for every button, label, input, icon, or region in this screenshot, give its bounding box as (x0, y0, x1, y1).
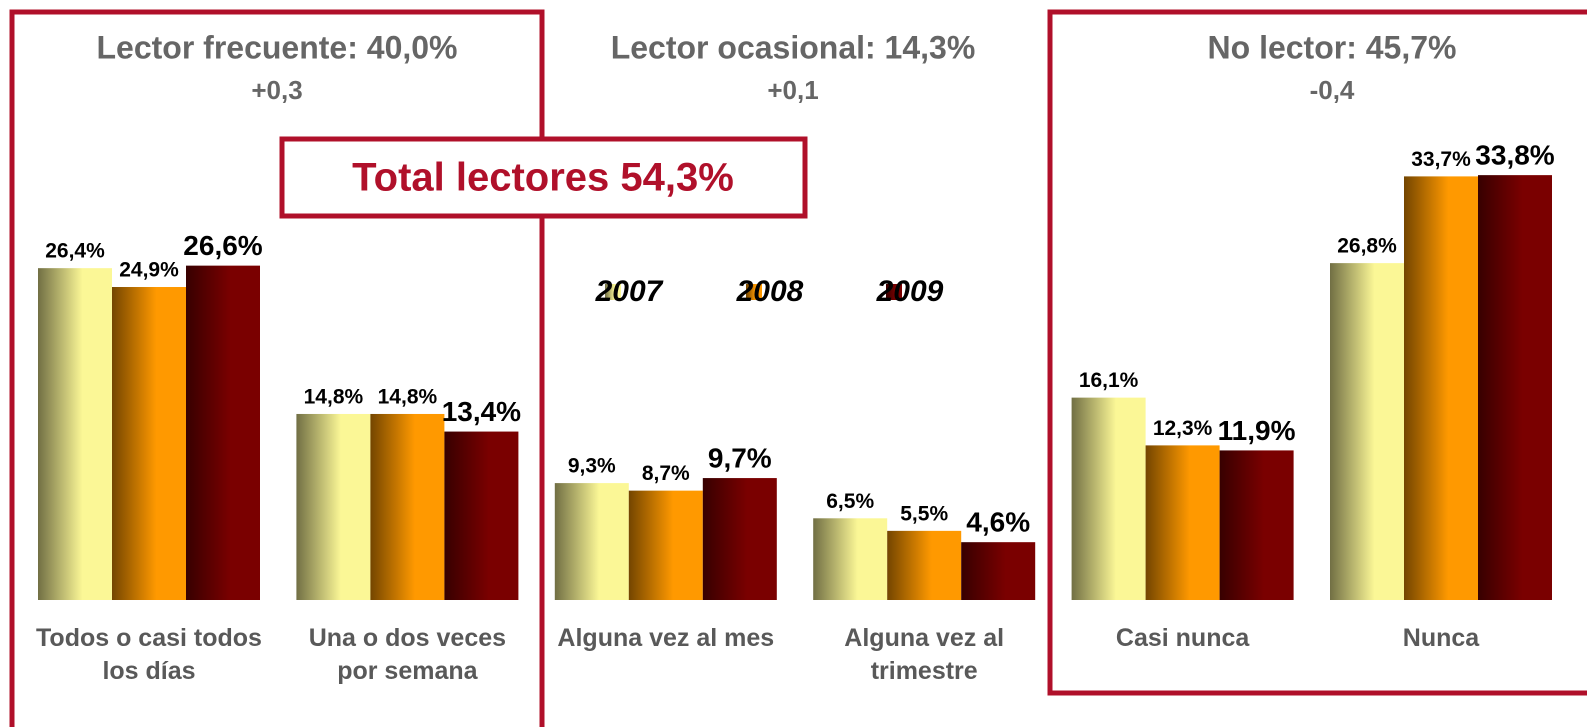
value-label: 33,8% (1475, 140, 1554, 171)
value-label: 14,8% (378, 386, 438, 409)
value-label: 6,5% (826, 490, 874, 513)
value-label: 12,3% (1153, 417, 1213, 440)
bar (628, 490, 703, 600)
bar (1330, 263, 1404, 600)
group-title: Lector ocasional: 14,3% (611, 29, 976, 65)
group-title: No lector: 45,7% (1208, 29, 1457, 65)
bar (186, 265, 260, 600)
x-tick-label: Nunca (1402, 624, 1480, 652)
total-label: Total lectores 54,3% (352, 156, 734, 200)
bar (444, 431, 519, 600)
bar (702, 478, 777, 600)
value-label: 4,6% (966, 507, 1030, 538)
x-tick-label: Alguna vez al mes (557, 624, 775, 652)
x-tick-label: Una o dos veces por semana (308, 624, 507, 685)
legend-swatch (605, 284, 621, 300)
bar (1071, 397, 1146, 600)
value-label: 16,1% (1079, 369, 1139, 392)
value-label: 8,7% (642, 462, 690, 485)
total-box (279, 136, 808, 219)
bar (887, 530, 962, 600)
legend-swatch (886, 284, 902, 300)
value-label: 13,4% (442, 396, 521, 427)
bar (554, 483, 629, 600)
value-label: 9,7% (708, 442, 772, 473)
bar (1404, 176, 1478, 601)
value-label: 24,9% (119, 259, 179, 282)
bar (296, 413, 371, 600)
legend-swatch (746, 284, 762, 300)
bar (1219, 450, 1294, 600)
bar (1145, 445, 1220, 600)
x-tick-label: Alguna vez al trimestre (844, 624, 1005, 685)
value-label: 33,7% (1411, 148, 1471, 171)
group-change: +0,1 (767, 75, 818, 105)
value-label: 9,3% (568, 455, 616, 478)
frame (1047, 9, 1587, 696)
x-tick-label: Todos o casi todos los días (36, 624, 262, 685)
bar (1478, 175, 1552, 600)
group-title: Lector frecuente: 40,0% (96, 29, 457, 65)
bar (961, 542, 1036, 600)
bar (370, 413, 445, 600)
value-label: 26,4% (45, 240, 105, 263)
frame (9, 9, 545, 727)
legend-label: 2007 (595, 275, 664, 308)
group-change: -0,4 (1310, 75, 1355, 105)
value-label: 5,5% (900, 502, 948, 525)
value-label: 26,6% (183, 230, 262, 261)
value-label: 26,8% (1337, 235, 1397, 258)
value-label: 14,8% (304, 386, 364, 409)
bar (112, 287, 186, 600)
legend-label: 2008 (736, 275, 804, 308)
group-change: +0,3 (251, 75, 302, 105)
value-label: 11,9% (1218, 415, 1296, 446)
legend-label: 2009 (876, 275, 944, 308)
x-tick-label: Casi nunca (1115, 624, 1250, 652)
bar (38, 268, 112, 600)
bar (813, 518, 888, 600)
